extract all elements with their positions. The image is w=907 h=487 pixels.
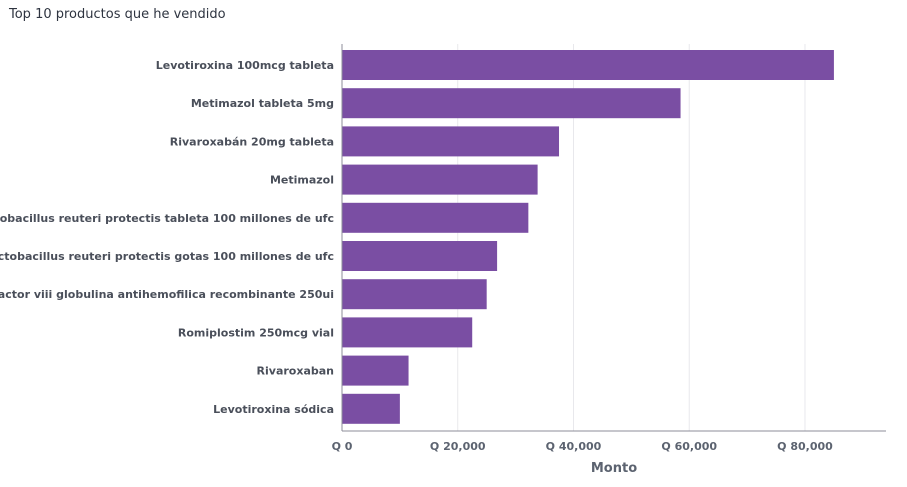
category-label: Factor viii globulina antihemofilica rec… [0,288,334,301]
category-label: Romiplostim 250mcg vial [178,326,334,339]
bar[interactable] [342,355,409,386]
bar[interactable] [342,241,498,271]
x-tick-label: Q 0 [332,440,353,453]
x-tick-label: Q 20,000 [430,440,486,453]
category-label: Lactobacillus reuteri protectis gotas 10… [0,250,334,263]
bar[interactable] [342,50,834,80]
x-tick-label: Q 60,000 [661,440,717,453]
category-label: Rivaroxaban [257,365,334,378]
x-tick-labels: Q 0 Q 20,000 Q 40,000 Q 60,000 Q 80,000 [332,440,834,453]
category-label: Rivaroxabán 20mg tableta [170,135,334,148]
chart-title: Top 10 productos que he vendido [9,7,226,22]
bar[interactable] [342,88,681,119]
bars [342,50,834,424]
category-label: Lactobacillus reuteri protectis tableta … [0,212,334,225]
x-axis-title: Monto [591,461,637,476]
bar[interactable] [342,202,529,233]
category-label: Metimazol tableta 5mg [191,97,334,110]
category-label: Metimazol [270,174,334,187]
category-label: Levotiroxina sódica [213,403,334,416]
bar[interactable] [342,317,473,348]
category-label: Levotiroxina 100mcg tableta [156,59,334,72]
category-labels: Levotiroxina 100mcg tableta Metimazol tab… [0,59,334,416]
bar[interactable] [342,164,538,195]
x-tick-label: Q 80,000 [777,440,833,453]
x-tick-label: Q 40,000 [546,440,602,453]
bar[interactable] [342,126,560,157]
bar[interactable] [342,279,487,310]
bar[interactable] [342,393,400,424]
